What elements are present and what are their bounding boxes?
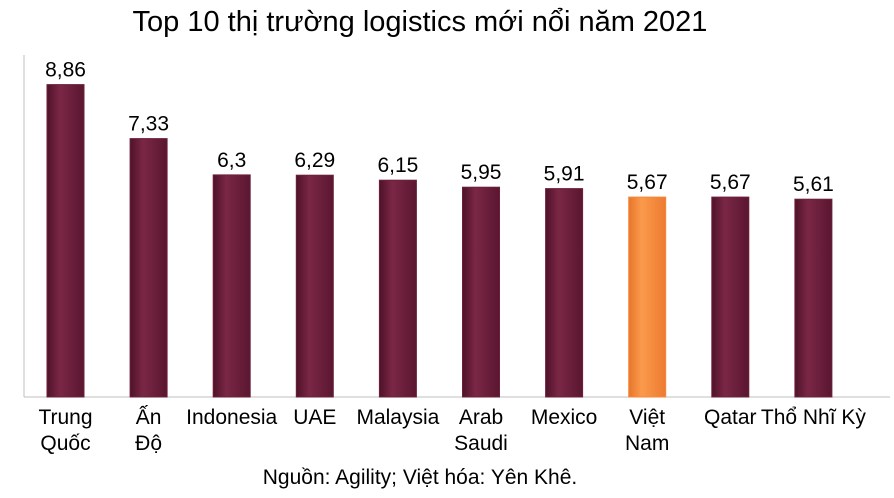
category-label: Thổ Nhĩ Kỳ bbox=[761, 406, 867, 429]
data-label: 8,86 bbox=[45, 59, 86, 82]
data-label: 5,67 bbox=[710, 171, 751, 194]
category-label: Mexico bbox=[531, 406, 598, 429]
bar bbox=[711, 196, 750, 398]
category-label: Arab bbox=[459, 406, 503, 429]
category-label: Saudi bbox=[454, 432, 508, 455]
bar bbox=[46, 84, 85, 398]
bar bbox=[295, 174, 334, 398]
data-label: 5,67 bbox=[627, 171, 668, 194]
category-label: Indonesia bbox=[186, 406, 277, 429]
category-label: Việt bbox=[629, 406, 665, 429]
category-label: Trung bbox=[38, 406, 92, 429]
category-label: Độ bbox=[135, 432, 162, 455]
data-label: 6,3 bbox=[217, 149, 246, 172]
data-label: 7,33 bbox=[128, 113, 169, 136]
source-note: Nguồn: Agility; Việt hóa: Yên Khê. bbox=[262, 466, 578, 489]
data-label: 6,29 bbox=[294, 149, 335, 172]
bars-group: 8,86 Trung Quốc 7,33 Ấn Độ 6,3 Indonesia 6,29 UAE… bbox=[38, 59, 866, 455]
category-label: Nam bbox=[625, 432, 669, 455]
data-label: 5,61 bbox=[793, 173, 834, 196]
chart-title: Top 10 thị trường logistics mới nổi năm … bbox=[132, 6, 708, 38]
data-label: 5,91 bbox=[544, 163, 585, 186]
data-label: 6,15 bbox=[377, 154, 418, 177]
category-label: Malaysia bbox=[356, 406, 439, 429]
bar bbox=[378, 179, 417, 398]
category-label: Quốc bbox=[40, 432, 90, 455]
category-label: Qatar bbox=[704, 406, 757, 429]
category-label: Ấn bbox=[136, 406, 162, 429]
data-label: 5,95 bbox=[461, 161, 502, 184]
bar bbox=[212, 174, 251, 398]
category-label: UAE bbox=[293, 406, 336, 429]
bar-highlight bbox=[628, 196, 667, 398]
bar bbox=[794, 198, 833, 398]
bar bbox=[545, 188, 584, 398]
bar bbox=[129, 138, 168, 398]
bar bbox=[462, 186, 500, 398]
